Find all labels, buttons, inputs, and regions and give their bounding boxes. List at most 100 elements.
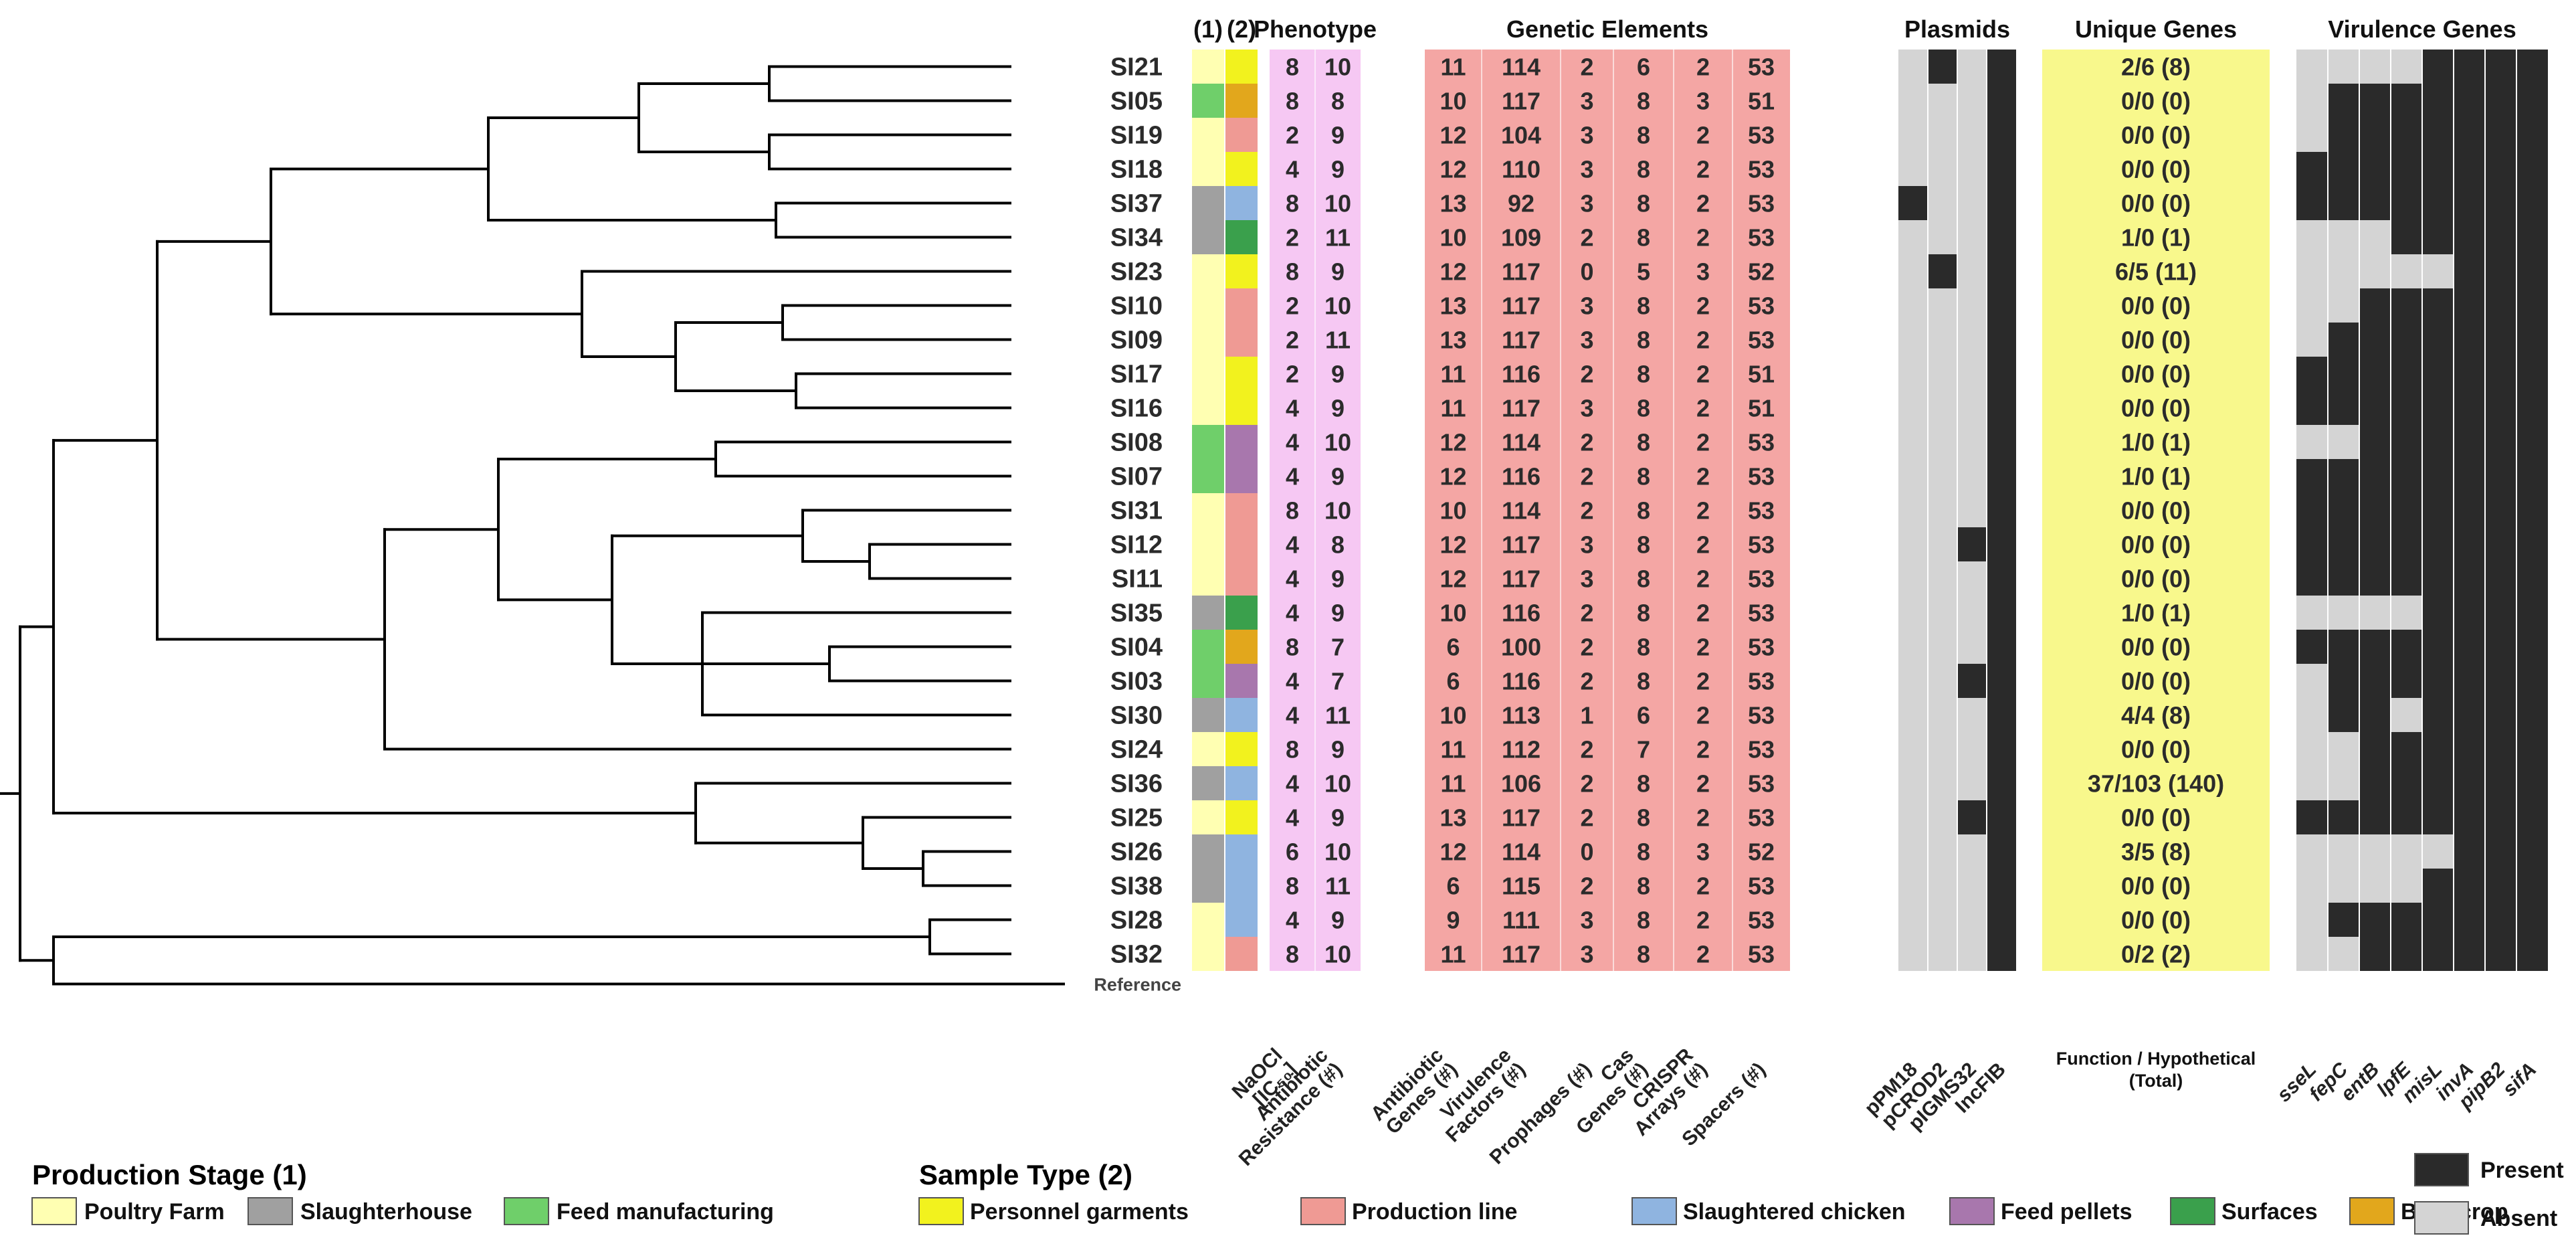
virulence-cell (2359, 84, 2391, 118)
stage-cell (1192, 254, 1224, 288)
plasmid-cell (1928, 834, 1957, 869)
plasmid-cell (1987, 664, 2016, 698)
dendrogram (0, 65, 1065, 986)
virulence-cell (2422, 50, 2454, 84)
virulence-cell (2516, 698, 2548, 732)
virulence-cell (2296, 630, 2328, 664)
virulence-cell (2454, 288, 2485, 323)
sample-cell (1225, 50, 1258, 84)
genetic-value: 8 (1637, 838, 1650, 866)
genetic-panel (1425, 50, 1790, 971)
sample-cell (1225, 698, 1258, 732)
sample-cell (1225, 834, 1258, 869)
plasmid-cell (1957, 288, 1987, 323)
phenotype-value: 8 (1286, 258, 1299, 286)
plasmid-cell (1957, 186, 1987, 220)
virulence-cell (2422, 425, 2454, 459)
virulence-cell (2454, 903, 2485, 937)
virulence-cell (2296, 527, 2328, 561)
phenotype-value: 11 (1325, 327, 1351, 354)
plasmid-cell (1898, 869, 1928, 903)
virulence-cell (2391, 493, 2422, 527)
isolate-label: SI32 (1110, 941, 1163, 969)
isolate-label: SI36 (1110, 770, 1163, 798)
virulence-cell (2454, 84, 2485, 118)
virulence-cell (2454, 630, 2485, 664)
plasmid-cell (1928, 630, 1957, 664)
unique-genes-value: 1/0 (1) (2121, 463, 2191, 490)
virulence-cell (2328, 425, 2359, 459)
genetic-value: 8 (1637, 122, 1650, 149)
genetic-value: 53 (1748, 702, 1775, 729)
virulence-cell (2485, 323, 2516, 357)
genetic-value: 3 (1580, 88, 1593, 115)
virulence-cell (2391, 50, 2422, 84)
virulence-cell (2422, 698, 2454, 732)
sample-legend-swatch (1949, 1197, 1995, 1225)
phenotype-value: 4 (1286, 463, 1299, 490)
genetic-value: 2 (1580, 873, 1593, 900)
virulence-cell (2391, 630, 2422, 664)
genetic-value: 2 (1696, 292, 1710, 320)
plasmid-cell (1957, 869, 1987, 903)
virulence-cell (2391, 459, 2422, 493)
plasmid-cell (1987, 391, 2016, 425)
phenotype-value: 2 (1286, 224, 1299, 252)
phenotype-value: 9 (1331, 736, 1345, 764)
virulence-cell (2328, 288, 2359, 323)
isolate-label: SI16 (1110, 395, 1163, 423)
phenotype-value: 10 (1324, 497, 1351, 525)
phenotype-value: 2 (1286, 122, 1299, 149)
virulence-cell (2359, 800, 2391, 834)
plasmid-cell (1898, 357, 1928, 391)
plasmid-cell (1928, 732, 1957, 766)
virulence-cell (2485, 596, 2516, 630)
genetic-value: 8 (1637, 395, 1650, 422)
genetic-value: 8 (1637, 941, 1650, 968)
genetic-value: 53 (1748, 463, 1775, 490)
plasmid-cell (1987, 800, 2016, 834)
virulence-cell (2391, 357, 2422, 391)
stage-cell (1192, 664, 1224, 698)
plasmid-cell (1987, 596, 2016, 630)
genetic-value: 12 (1440, 565, 1466, 593)
virulence-cell (2328, 152, 2359, 186)
genetic-value: 114 (1502, 429, 1541, 456)
genetic-value: 13 (1440, 190, 1466, 217)
phenotype-value: 2 (1286, 292, 1299, 320)
genetic-value: 117 (1502, 327, 1541, 354)
virulence-cell (2422, 391, 2454, 425)
genetic-value: 6 (1637, 702, 1650, 729)
plasmid-cell (1928, 220, 1957, 254)
genetic-value: 3 (1580, 292, 1593, 320)
genetic-value: 8 (1637, 361, 1650, 388)
virulence-cell (2485, 869, 2516, 903)
sample-cell (1225, 152, 1258, 186)
virulence-cell (2454, 766, 2485, 800)
genetic-value: 3 (1580, 122, 1593, 149)
genetic-value: 2 (1580, 668, 1593, 695)
phenotype-value: 4 (1286, 429, 1299, 456)
sample-legend-swatch (2349, 1197, 2395, 1225)
genetic-value: 8 (1637, 668, 1650, 695)
virulence-cell (2296, 118, 2328, 152)
genetic-value: 8 (1637, 600, 1650, 627)
virulence-cell (2328, 493, 2359, 527)
plasmid-cell (1957, 459, 1987, 493)
unique-genes-value: 37/103 (140) (2088, 770, 2224, 798)
stage-cell (1192, 425, 1224, 459)
isolate-label: SI11 (1112, 565, 1163, 594)
unique-genes-value: 2/6 (8) (2121, 54, 2191, 81)
isolate-label: SI18 (1110, 156, 1163, 184)
genetic-value: 8 (1637, 634, 1650, 661)
sample-cell (1225, 800, 1258, 834)
phenotype-value: 11 (1325, 873, 1351, 900)
plasmid-cell (1987, 630, 2016, 664)
virulence-cell (2454, 561, 2485, 596)
virulence-cell (2454, 596, 2485, 630)
genetic-value: 2 (1696, 907, 1710, 934)
genetic-value: 3 (1580, 395, 1593, 422)
virulence-cell (2454, 152, 2485, 186)
plasmid-cell (1957, 596, 1987, 630)
virulence-cell (2328, 323, 2359, 357)
